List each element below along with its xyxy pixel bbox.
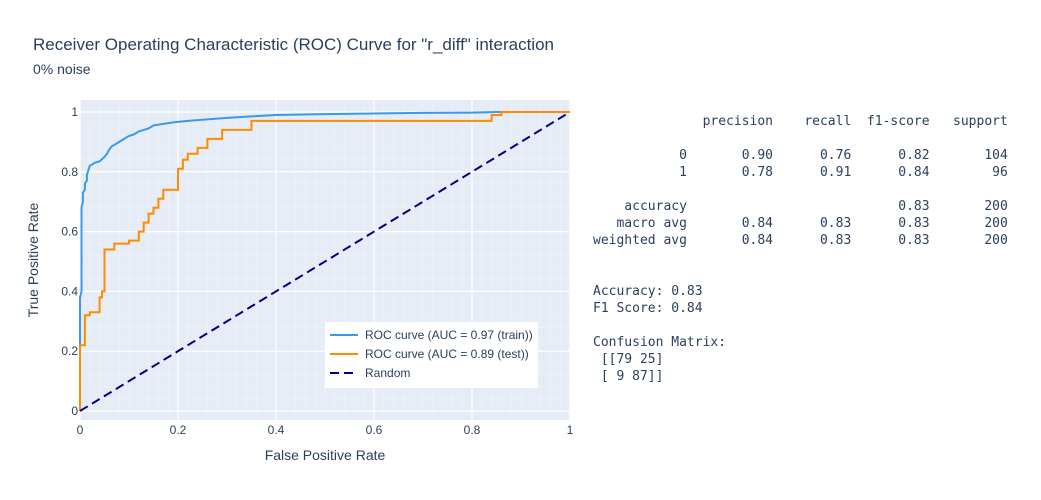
x-tick-label: 0.2 — [170, 423, 187, 437]
series-line-0 — [79, 111, 570, 411]
report-line: accuracy 0.83 200 — [593, 199, 1008, 214]
x-tick-label: 1 — [567, 423, 574, 437]
y-tick-label: 1 — [71, 105, 78, 119]
report-line — [593, 130, 1008, 147]
y-tick-label: 0 — [71, 404, 78, 418]
series-line-2 — [79, 111, 571, 412]
legend-label: ROC curve (AUC = 0.97 (train)) — [365, 328, 533, 342]
series-layer — [79, 111, 571, 412]
report-line: [[79 25] — [593, 352, 664, 367]
legend-label: Random — [365, 366, 410, 380]
report-line: Accuracy: 0.83 — [593, 284, 703, 299]
report-line: precision recall f1-score support — [593, 114, 1008, 129]
tick-labels: 0 0.2 0.4 0.6 0.8 1 0 0.2 0.4 0.6 0.8 1 — [61, 105, 573, 437]
report-line — [593, 181, 1008, 198]
y-tick-label: 0.4 — [61, 284, 78, 298]
roc-chart: 0 0.2 0.4 0.6 0.8 1 0 0.2 0.4 0.6 0.8 1 False Posit… — [25, 100, 574, 463]
y-tick-label: 0.8 — [61, 165, 78, 179]
report-line: 1 0.78 0.91 0.84 96 — [593, 165, 1008, 180]
legend-box — [325, 322, 538, 388]
y-axis-label: True Positive Rate — [25, 202, 41, 317]
chart-title: Receiver Operating Characteristic (ROC) … — [33, 35, 554, 54]
y-tick-label: 0.6 — [61, 225, 78, 239]
report-line: [ 9 87]] — [593, 369, 664, 384]
x-tick-label: 0 — [77, 423, 84, 437]
classification-report: precision recall f1-score support 0 0.90… — [593, 113, 1008, 385]
report-line: weighted avg 0.84 0.83 0.83 200 — [593, 233, 1008, 248]
legend-label: ROC curve (AUC = 0.89 (test)) — [365, 347, 529, 361]
report-line: macro avg 0.84 0.83 0.83 200 — [593, 216, 1008, 231]
legend: ROC curve (AUC = 0.97 (train)) ROC curve … — [325, 322, 538, 388]
report-line — [593, 317, 1008, 334]
report-line — [593, 249, 1008, 266]
chart-subtitle: 0% noise — [33, 61, 91, 77]
x-tick-label: 0.8 — [464, 423, 481, 437]
x-tick-label: 0.4 — [268, 423, 285, 437]
x-axis-label: False Positive Rate — [265, 447, 386, 463]
y-tick-label: 0.2 — [61, 344, 78, 358]
report-line: F1 Score: 0.84 — [593, 301, 703, 316]
report-line: Confusion Matrix: — [593, 335, 727, 350]
report-line — [593, 266, 1008, 283]
x-tick-label: 0.6 — [366, 423, 383, 437]
series-line-1 — [79, 111, 570, 411]
report-line: 0 0.90 0.76 0.82 104 — [593, 148, 1008, 163]
